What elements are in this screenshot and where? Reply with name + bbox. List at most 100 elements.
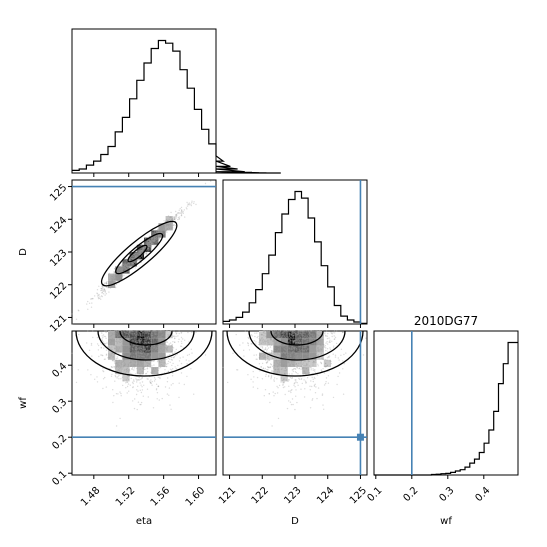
sample-point: [133, 369, 135, 371]
sample-point: [122, 270, 124, 272]
sample-point: [133, 364, 135, 366]
sample-point: [153, 236, 156, 238]
sample-point: [318, 331, 320, 334]
sample-point: [113, 358, 115, 361]
sample-point: [134, 364, 137, 367]
sample-point: [254, 335, 256, 338]
sample-point: [149, 351, 152, 353]
sample-point: [143, 246, 145, 248]
sample-point: [144, 353, 146, 356]
sample-point: [156, 330, 158, 332]
sample-point: [134, 349, 136, 351]
sample-point: [128, 351, 131, 353]
sample-point: [155, 231, 158, 234]
sample-point: [170, 345, 173, 347]
sample-point: [96, 381, 99, 383]
sample-point: [146, 243, 148, 246]
sample-point: [326, 348, 329, 350]
sample-point: [134, 352, 137, 354]
sample-point: [137, 253, 139, 255]
sample-point: [316, 330, 319, 332]
sample-point: [109, 277, 112, 279]
sample-point: [153, 240, 155, 243]
sample-point: [150, 334, 152, 337]
sample-point: [275, 359, 277, 362]
sample-point: [116, 377, 118, 379]
sample-point: [153, 239, 155, 242]
sample-point: [115, 273, 117, 276]
sample-point: [148, 242, 151, 245]
sample-point: [143, 243, 145, 245]
sample-point: [330, 362, 332, 365]
sample-point: [151, 231, 153, 234]
sample-point: [138, 252, 140, 254]
sample-point: [125, 267, 127, 270]
sample-point: [141, 249, 143, 252]
sample-point: [148, 239, 150, 242]
sample-point: [183, 209, 185, 211]
sample-point: [262, 338, 264, 340]
sample-point: [149, 246, 151, 248]
sample-point: [286, 352, 289, 355]
ytick-label-wf: 0.2: [50, 433, 69, 452]
sample-point: [134, 255, 136, 257]
sample-point: [313, 384, 316, 386]
sample-point: [291, 389, 293, 391]
sample-point: [159, 356, 162, 358]
sample-point: [151, 236, 154, 239]
sample-point: [158, 362, 160, 364]
sample-point: [142, 367, 144, 369]
sample-point: [129, 264, 132, 266]
sample-point: [118, 335, 121, 337]
sample-point: [301, 367, 303, 369]
sample-point: [163, 224, 166, 226]
sample-point: [270, 350, 273, 352]
sample-point: [114, 332, 116, 334]
sample-point: [160, 230, 163, 232]
sample-point: [112, 280, 114, 282]
sample-point: [145, 346, 148, 348]
sample-point: [127, 354, 129, 357]
sample-point: [150, 242, 152, 244]
sample-point: [160, 228, 162, 230]
sample-point: [300, 339, 303, 342]
sample-point: [136, 255, 138, 257]
sample-point: [261, 346, 264, 348]
sample-point: [125, 264, 127, 266]
sample-point: [134, 398, 136, 400]
sample-point: [257, 335, 259, 338]
density-cell: [273, 359, 281, 367]
sample-point: [303, 371, 305, 373]
sample-point: [167, 370, 169, 373]
sample-point: [314, 377, 316, 380]
sample-point: [173, 218, 175, 221]
sample-point: [143, 348, 145, 350]
sample-point: [342, 360, 344, 362]
sample-point: [128, 335, 130, 337]
sample-point: [157, 335, 159, 337]
sample-point: [134, 252, 136, 254]
sample-point: [148, 242, 150, 245]
sample-point: [280, 363, 282, 365]
sample-point: [156, 235, 159, 238]
sample-point: [148, 248, 150, 250]
sample-point: [104, 291, 107, 293]
sample-point: [109, 282, 111, 285]
sample-point: [111, 373, 113, 376]
sample-point: [160, 352, 162, 354]
sample-point: [279, 347, 281, 349]
sample-point: [134, 335, 136, 337]
sample-point: [277, 417, 280, 420]
sample-point: [268, 393, 270, 395]
density-cell: [136, 345, 144, 353]
sample-point: [114, 276, 116, 278]
sample-point: [260, 334, 262, 336]
sample-point: [288, 350, 290, 352]
sample-point: [153, 240, 155, 242]
sample-point: [139, 337, 141, 339]
sample-point: [153, 240, 155, 242]
sample-point: [308, 331, 311, 333]
sample-point: [320, 352, 322, 355]
sample-point: [124, 341, 127, 343]
sample-point: [160, 230, 163, 233]
